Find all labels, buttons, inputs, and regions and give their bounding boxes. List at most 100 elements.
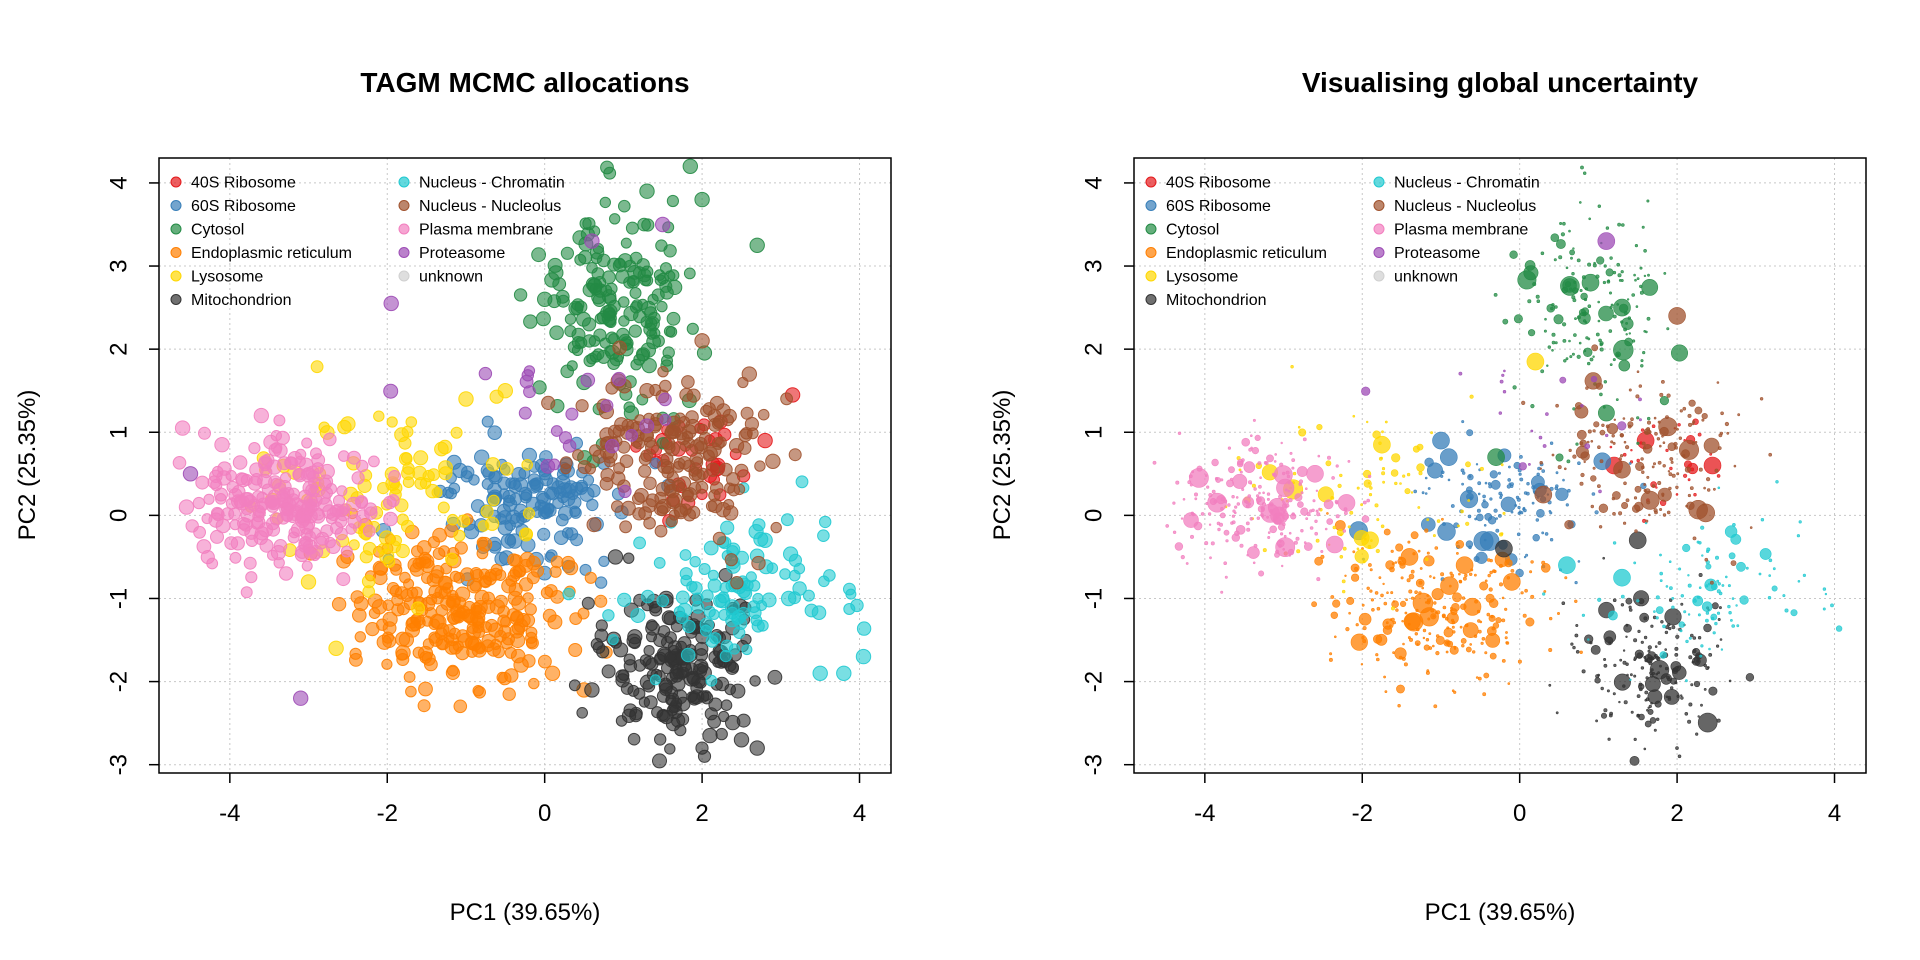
- scatter-point: [1605, 424, 1610, 429]
- scatter-point: [198, 426, 211, 440]
- x-tick-label: -4: [1194, 800, 1215, 827]
- scatter-point: [487, 494, 500, 507]
- scatter-point: [1517, 270, 1537, 290]
- scatter-point: [1410, 596, 1415, 600]
- scatter-point: [1661, 434, 1664, 438]
- scatter-point: [737, 606, 750, 620]
- scatter-point: [1548, 683, 1552, 687]
- scatter-point: [1721, 584, 1725, 587]
- scatter-point: [1634, 485, 1642, 493]
- scatter-point: [1253, 487, 1257, 491]
- scatter-point: [1655, 616, 1659, 620]
- scatter-point: [1725, 575, 1728, 579]
- scatter-point: [504, 534, 516, 546]
- scatter-point: [1488, 484, 1493, 489]
- scatter-point: [1539, 461, 1543, 465]
- scatter-point: [1477, 481, 1482, 486]
- scatter-point: [1332, 525, 1337, 530]
- scatter-point: [1607, 737, 1611, 741]
- y-tick-label: -2: [106, 671, 133, 692]
- scatter-point: [1499, 582, 1504, 587]
- scatter-point: [1465, 646, 1472, 653]
- scatter-point: [681, 430, 694, 442]
- scatter-point: [1473, 555, 1480, 562]
- scatter-point: [1350, 633, 1368, 651]
- scatter-point: [1599, 459, 1604, 464]
- scatter-point: [182, 466, 199, 482]
- scatter-point: [1335, 514, 1340, 519]
- scatter-point: [1678, 567, 1682, 571]
- scatter-point: [1374, 503, 1379, 508]
- scatter-point: [1259, 476, 1262, 480]
- scatter-point: [332, 494, 346, 507]
- scatter-point: [1283, 534, 1287, 538]
- scatter-point: [1500, 532, 1504, 536]
- scatter-point: [247, 476, 263, 491]
- scatter-point: [1564, 519, 1574, 530]
- scatter-point: [1432, 644, 1435, 648]
- scatter-point: [323, 432, 337, 447]
- scatter-point: [1584, 443, 1591, 450]
- scatter-point: [1622, 452, 1627, 457]
- scatter-point: [1252, 418, 1256, 422]
- scatter-point: [1576, 315, 1581, 320]
- scatter-point: [1288, 554, 1292, 557]
- scatter-point: [1613, 663, 1617, 668]
- scatter-point: [1703, 486, 1706, 490]
- scatter-point: [1334, 635, 1337, 639]
- scatter-point: [232, 455, 248, 470]
- scatter-point: [1638, 682, 1643, 687]
- scatter-point: [1628, 332, 1632, 335]
- scatter-point: [1613, 673, 1631, 691]
- scatter-point: [1660, 620, 1664, 624]
- chart-panel-uncertainty: Visualising global uncertainty -4 -2 0 2 4 -…: [989, 67, 1867, 926]
- scatter-point: [1717, 486, 1721, 490]
- scatter-point: [1311, 508, 1315, 512]
- scatter-point: [580, 372, 596, 388]
- scatter-point: [1468, 545, 1472, 550]
- scatter-point: [1558, 556, 1576, 575]
- scatter-point: [477, 520, 490, 532]
- scatter-point: [1700, 525, 1705, 530]
- scatter-point: [623, 653, 636, 666]
- scatter-point: [1190, 534, 1195, 539]
- scatter-point: [1579, 201, 1582, 204]
- scatter-point: [1530, 404, 1535, 409]
- scatter-point: [1466, 492, 1474, 501]
- scatter-point: [1727, 604, 1731, 609]
- scatter-point: [1489, 470, 1498, 479]
- scatter-point: [1544, 317, 1547, 321]
- scatter-point: [1390, 591, 1394, 595]
- scatter-point: [1318, 507, 1321, 511]
- scatter-point: [1520, 591, 1524, 595]
- scatter-point: [685, 410, 699, 424]
- scatter-point: [1597, 484, 1601, 489]
- scatter-point: [1579, 441, 1584, 446]
- scatter-point: [1296, 466, 1308, 477]
- scatter-point: [231, 484, 246, 499]
- scatter-point: [659, 413, 672, 426]
- scatter-point: [564, 325, 577, 338]
- scatter-point: [1641, 278, 1659, 296]
- scatter-point: [1643, 656, 1647, 659]
- scatter-point: [1590, 475, 1597, 482]
- scatter-point: [664, 270, 676, 282]
- legend-marker: [170, 294, 182, 305]
- scatter-point: [1663, 689, 1680, 705]
- scatter-point: [1609, 256, 1613, 260]
- scatter-point: [1629, 678, 1632, 681]
- scatter-point: [750, 614, 763, 627]
- scatter-point: [1714, 468, 1719, 473]
- scatter-point: [843, 582, 856, 596]
- scatter-point: [1615, 398, 1619, 402]
- legend-marker: [1145, 294, 1157, 305]
- scatter-point: [1645, 519, 1649, 523]
- scatter-point: [1325, 535, 1344, 554]
- scatter-point: [1576, 258, 1581, 263]
- scatter-point: [1190, 511, 1195, 515]
- scatter-point: [1347, 459, 1351, 463]
- scatter-point: [1586, 361, 1591, 366]
- scatter-point: [210, 529, 224, 544]
- scatter-point: [1647, 420, 1652, 425]
